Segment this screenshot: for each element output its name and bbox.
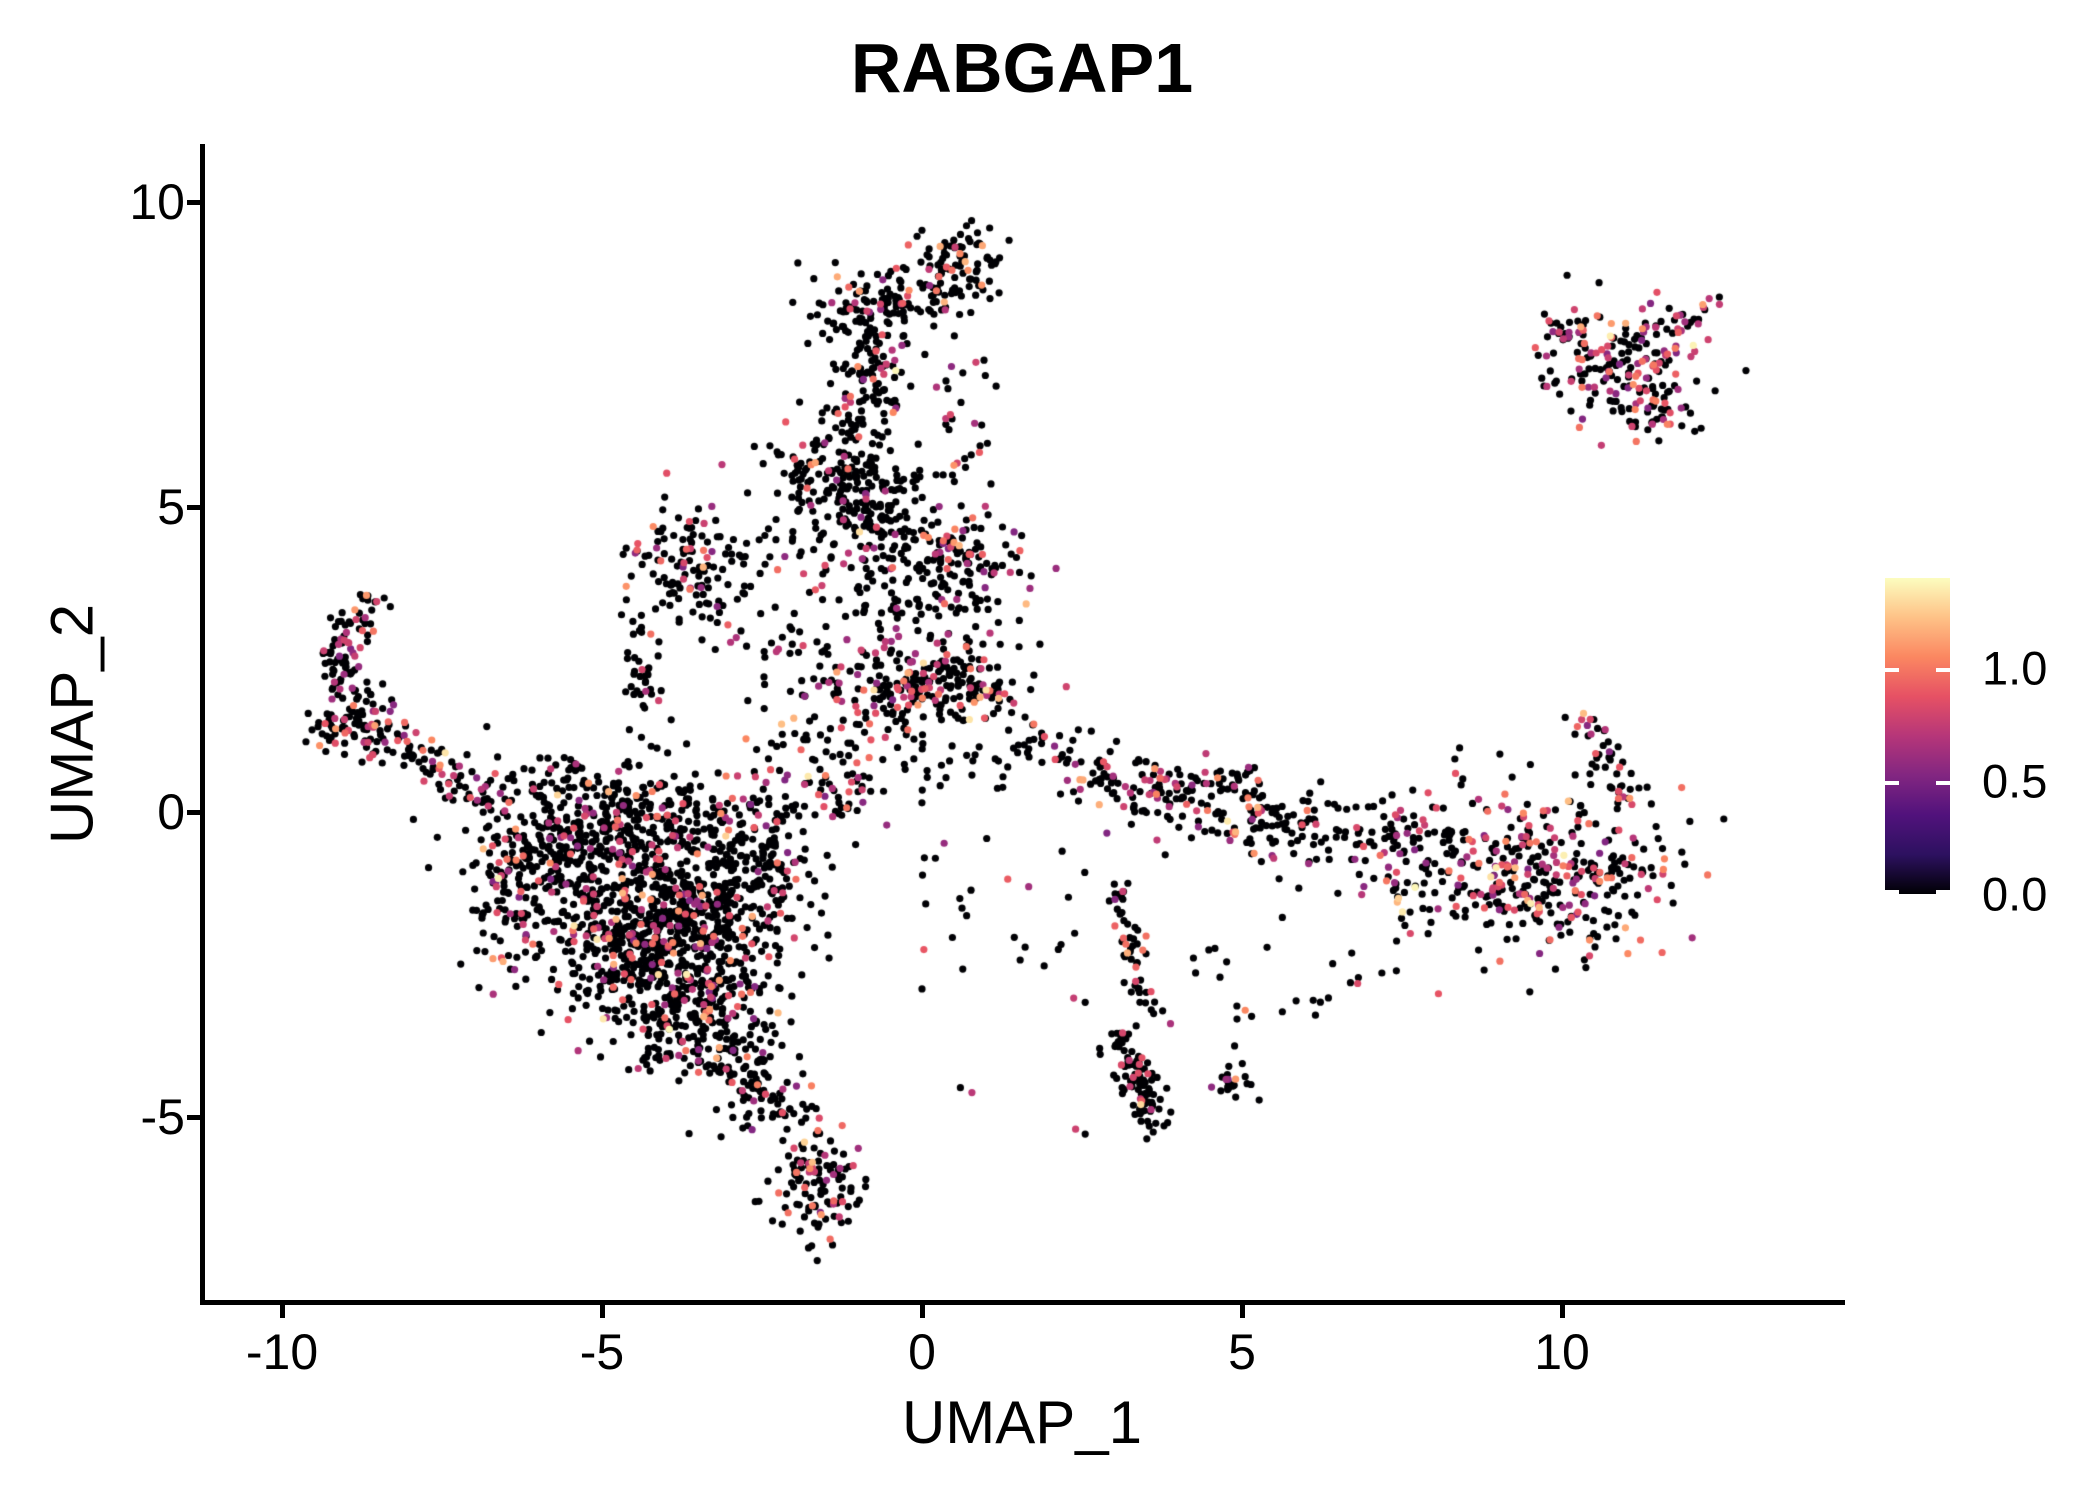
plot-title: RABGAP1	[850, 29, 1194, 107]
x-tick-mark	[1239, 1305, 1245, 1318]
x-tick-label: -10	[245, 1324, 319, 1380]
x-tick-label: 5	[1228, 1324, 1256, 1380]
x-tick-mark	[279, 1305, 285, 1318]
colorbar-tick-mark	[1936, 890, 1950, 894]
y-tick-mark	[187, 504, 200, 510]
x-tick-label: 10	[1534, 1324, 1590, 1380]
y-tick-label: 0	[157, 784, 185, 840]
colorbar-tick-mark	[1885, 890, 1899, 894]
colorbar-tick-mark	[1885, 668, 1899, 673]
y-tick-label: 10	[129, 174, 185, 230]
colorbar-tick-label: 0.5	[1982, 754, 2048, 808]
colorbar-tick-mark	[1885, 781, 1899, 786]
colorbar-tick-label: 0.0	[1982, 867, 2048, 921]
y-tick-mark	[187, 199, 200, 205]
y-axis-line	[200, 144, 205, 1305]
x-axis-title: UMAP_1	[901, 1389, 1143, 1456]
y-tick-label: -5	[140, 1089, 185, 1145]
y-tick-mark	[187, 1114, 200, 1120]
colorbar-tick-label: 1.0	[1982, 641, 2048, 695]
y-axis-title: UMAP_2	[38, 603, 106, 845]
x-tick-label: 0	[908, 1324, 936, 1380]
colorbar-tick-mark	[1936, 781, 1950, 786]
colorbar-gradient	[1885, 578, 1950, 894]
colorbar-tick-mark	[1936, 668, 1950, 673]
x-tick-mark	[919, 1305, 925, 1318]
x-tick-mark	[599, 1305, 605, 1318]
y-tick-label: 5	[157, 479, 185, 535]
x-tick-label: -5	[579, 1324, 625, 1380]
x-tick-mark	[1559, 1305, 1565, 1318]
x-axis-line	[200, 1300, 1845, 1305]
y-tick-mark	[187, 809, 200, 815]
